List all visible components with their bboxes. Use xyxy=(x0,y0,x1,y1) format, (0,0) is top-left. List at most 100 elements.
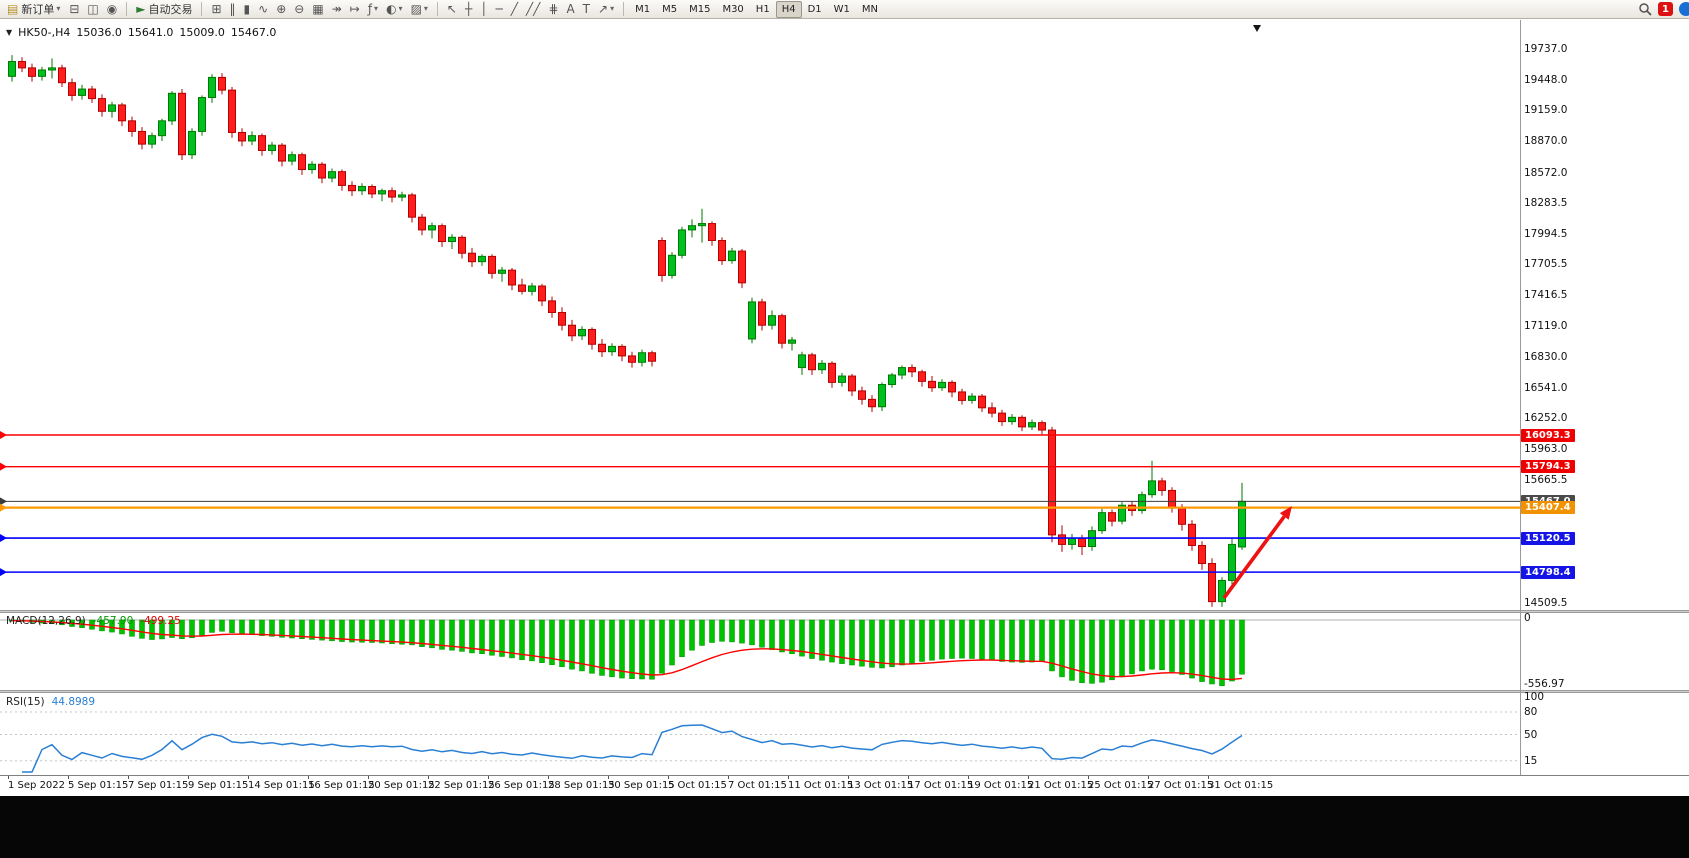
candle[interactable] xyxy=(248,135,256,142)
candle[interactable] xyxy=(168,92,176,122)
arrows-button[interactable]: ↗ ▾ xyxy=(594,0,618,19)
community-button[interactable]: ◉ xyxy=(103,0,121,19)
candle[interactable] xyxy=(778,315,786,344)
candle[interactable] xyxy=(1118,504,1126,522)
candle[interactable] xyxy=(148,135,156,145)
candle[interactable] xyxy=(108,104,116,112)
candle[interactable] xyxy=(1058,534,1066,545)
candle[interactable] xyxy=(558,312,566,326)
candle[interactable] xyxy=(478,255,486,263)
candle[interactable] xyxy=(568,324,576,337)
candle[interactable] xyxy=(858,390,866,400)
candle[interactable] xyxy=(1078,537,1086,548)
candle[interactable] xyxy=(688,225,696,231)
pane-divider[interactable] xyxy=(0,610,1689,613)
chart-line-button[interactable]: ∿ xyxy=(254,0,272,19)
candle[interactable] xyxy=(498,269,506,274)
timeframe-h1[interactable]: H1 xyxy=(755,3,770,15)
channel-button[interactable]: ╱╱ xyxy=(522,0,544,19)
candle[interactable] xyxy=(828,362,836,383)
chart-shift-marker[interactable] xyxy=(1253,25,1261,32)
candle[interactable] xyxy=(228,89,236,133)
candle[interactable] xyxy=(748,301,756,340)
candle[interactable] xyxy=(98,98,106,112)
search-icon[interactable] xyxy=(1638,2,1652,16)
candle[interactable] xyxy=(388,190,396,198)
candle[interactable] xyxy=(968,395,976,401)
community-icon[interactable] xyxy=(1679,2,1689,16)
candle[interactable] xyxy=(68,82,76,96)
candle[interactable] xyxy=(288,154,296,162)
candle[interactable] xyxy=(518,284,526,292)
chart-menu-icon[interactable]: ▼ xyxy=(6,28,13,37)
candle[interactable] xyxy=(708,223,716,241)
candle[interactable] xyxy=(818,362,826,371)
timeframe-h4[interactable]: H4 xyxy=(775,0,802,18)
candle[interactable] xyxy=(718,239,726,262)
candle[interactable] xyxy=(1108,512,1116,522)
candle[interactable] xyxy=(738,250,746,284)
candle[interactable] xyxy=(648,352,656,362)
candle[interactable] xyxy=(638,352,646,363)
candle[interactable] xyxy=(1208,562,1216,603)
zoom-out-button[interactable]: ⊖ xyxy=(290,0,308,19)
candle[interactable] xyxy=(788,339,796,344)
candle[interactable] xyxy=(768,315,776,326)
crosshair-button[interactable]: ┼ xyxy=(461,0,476,19)
candle[interactable] xyxy=(988,407,996,414)
candle[interactable] xyxy=(1098,512,1106,532)
text-button[interactable]: A xyxy=(562,0,578,19)
rsi-pane[interactable] xyxy=(0,693,1520,775)
candle[interactable] xyxy=(458,236,466,254)
candle[interactable] xyxy=(398,194,406,198)
candle[interactable] xyxy=(838,375,846,383)
trendline-button[interactable]: ╱ xyxy=(507,0,522,19)
candle[interactable] xyxy=(128,120,136,132)
candle[interactable] xyxy=(1168,489,1176,508)
candle[interactable] xyxy=(978,395,986,409)
candle[interactable] xyxy=(528,285,536,292)
candle[interactable] xyxy=(508,269,516,286)
candle[interactable] xyxy=(278,144,286,162)
candle[interactable] xyxy=(198,97,206,132)
timeframe-m1[interactable]: M1 xyxy=(635,3,651,15)
candle[interactable] xyxy=(958,391,966,401)
pane-divider[interactable] xyxy=(0,690,1689,693)
candle[interactable] xyxy=(898,367,906,376)
candle[interactable] xyxy=(938,381,946,389)
candle[interactable] xyxy=(48,67,56,71)
chart-shift-button[interactable]: ↦ xyxy=(346,0,364,19)
timeframe-m5[interactable]: M5 xyxy=(662,3,678,15)
zoom-in-button[interactable]: ⊕ xyxy=(272,0,290,19)
print-preview-button[interactable]: ◫ xyxy=(83,0,102,19)
candle[interactable] xyxy=(218,76,226,91)
cursor-button[interactable]: ↖ xyxy=(443,0,461,19)
candle[interactable] xyxy=(1148,480,1156,496)
candle[interactable] xyxy=(918,371,926,382)
candle[interactable] xyxy=(1178,506,1186,525)
candle[interactable] xyxy=(318,163,326,179)
candle[interactable] xyxy=(1068,537,1076,545)
candle[interactable] xyxy=(1218,579,1226,603)
candle[interactable] xyxy=(628,355,636,363)
candle[interactable] xyxy=(258,135,266,151)
candle[interactable] xyxy=(378,190,386,195)
text-label-button[interactable]: T xyxy=(579,0,594,19)
autotrading-button[interactable]: ► 自动交易 xyxy=(132,0,196,19)
candle[interactable] xyxy=(178,92,186,156)
candle[interactable] xyxy=(438,225,446,243)
timeframe-m15[interactable]: M15 xyxy=(689,3,711,15)
auto-scroll-button[interactable]: ↠ xyxy=(328,0,346,19)
candle[interactable] xyxy=(728,250,736,262)
candle[interactable] xyxy=(908,367,916,373)
candle[interactable] xyxy=(268,144,276,151)
candle[interactable] xyxy=(548,300,556,314)
candle[interactable] xyxy=(578,328,586,337)
vertical-line-button[interactable]: │ xyxy=(476,0,491,19)
candle[interactable] xyxy=(588,328,596,345)
candle[interactable] xyxy=(18,61,26,69)
candle[interactable] xyxy=(678,229,686,256)
notification-badge[interactable]: 1 xyxy=(1658,2,1673,16)
candle[interactable] xyxy=(928,380,936,389)
indicators-button[interactable]: ƒ ▾ xyxy=(364,0,382,19)
